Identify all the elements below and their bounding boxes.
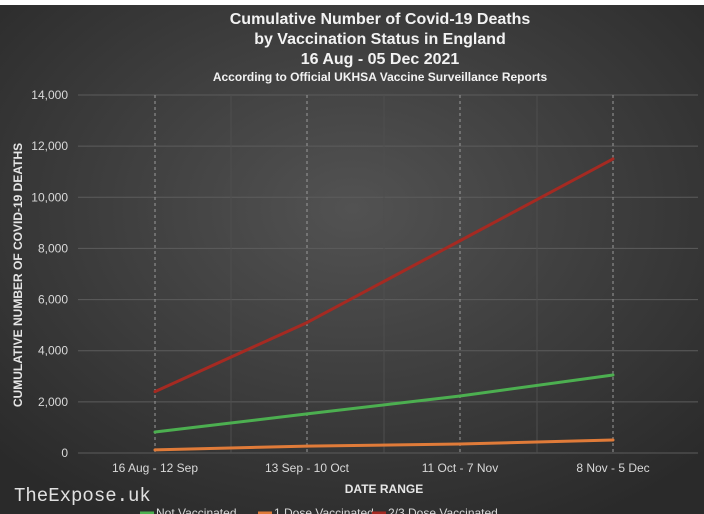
data-point (153, 390, 157, 394)
data-point (458, 394, 462, 398)
data-point (305, 412, 309, 416)
legend-label: 2/3 Dose Vaccinated (388, 506, 498, 514)
x-tick-label: 13 Sep - 10 Oct (265, 461, 350, 475)
series-line-2-3-dose-vaccinated (154, 157, 614, 393)
y-tick-label: 10,000 (31, 190, 68, 204)
x-tick-label: 8 Nov - 5 Dec (576, 461, 649, 475)
data-point (153, 448, 157, 452)
watermark: TheExpose.uk (14, 485, 151, 507)
data-point (305, 444, 309, 448)
y-tick-label: 12,000 (31, 139, 68, 153)
chart-subtitle: According to Official UKHSA Vaccine Surv… (213, 70, 548, 84)
y-tick-label: 4,000 (38, 344, 68, 358)
series-line-1-dose-vaccinated (154, 438, 614, 452)
data-point (153, 430, 157, 434)
data-point (458, 239, 462, 243)
y-tick-label: 6,000 (38, 293, 68, 307)
y-tick-label: 0 (61, 446, 68, 460)
legend-label: Not Vaccinated (156, 506, 237, 514)
chart-background (0, 5, 704, 514)
y-tick-label: 2,000 (38, 395, 68, 409)
y-tick-label: 14,000 (31, 88, 68, 102)
legend-label: 1 Dose Vaccinated (274, 506, 374, 514)
chart-title-line2: by Vaccination Status in England (254, 31, 506, 48)
y-axis-label: CUMULATIVE NUMBER OF COVID-19 DEATHS (11, 143, 25, 407)
series-line-not-vaccinated (154, 373, 614, 434)
data-point (611, 373, 615, 377)
data-point (611, 438, 615, 442)
y-tick-label: 8,000 (38, 241, 68, 255)
x-axis-label: DATE RANGE (345, 482, 423, 496)
data-point (458, 442, 462, 446)
x-tick-label: 16 Aug - 12 Sep (112, 461, 198, 475)
data-point (305, 321, 309, 325)
data-point (611, 157, 615, 161)
x-tick-label: 11 Oct - 7 Nov (422, 461, 498, 475)
chart-title-line3: 16 Aug - 05 Dec 2021 (301, 51, 460, 68)
chart-title: Cumulative Number of Covid-19 Deaths (230, 11, 531, 28)
